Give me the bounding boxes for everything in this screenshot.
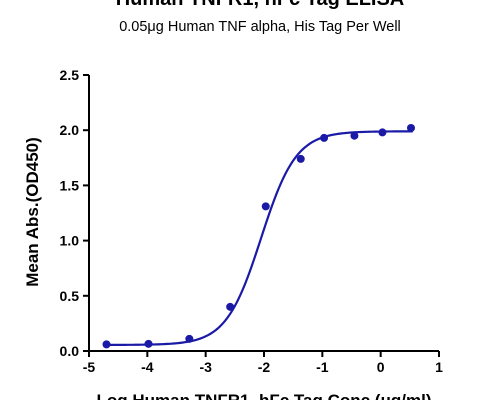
x-tick-label: 1 [435, 359, 443, 375]
y-tick-label: 2.5 [60, 67, 80, 83]
data-point [185, 334, 194, 343]
chart-subtitle: 0.05μg Human TNF alpha, His Tag Per Well [119, 19, 401, 35]
data-point [102, 340, 111, 349]
fit-curve [106, 130, 413, 346]
fit-curve-layer [106, 130, 413, 346]
data-point [261, 202, 270, 211]
data-points-layer [102, 123, 415, 349]
axes: -5 -4 -3 -2 -1 0 1 0.0 0.5 1.0 1.5 2.0 2.5 [60, 67, 444, 375]
y-axis-label: Mean Abs.(OD450) [23, 137, 42, 287]
x-tick-label: -1 [316, 359, 329, 375]
x-tick-label: 0 [377, 359, 385, 375]
data-point [296, 154, 305, 163]
y-tick-label: 1.0 [60, 233, 80, 249]
chart-title: Human TNFR1, hFc Tag ELISA [116, 0, 405, 10]
data-point [378, 128, 387, 137]
x-tick-label: -2 [258, 359, 271, 375]
y-tick-label: 2.0 [60, 122, 80, 138]
data-point [226, 302, 235, 311]
x-tick-label: -5 [83, 359, 96, 375]
data-point [407, 123, 415, 132]
data-point [350, 131, 359, 140]
x-tick-label: -4 [141, 359, 154, 375]
x-axis-label: Log Human TNFR1, hFc Tag Conc.(μg/ml) [97, 391, 432, 400]
y-tick-label: 0.0 [60, 343, 80, 359]
y-tick-label: 0.5 [60, 288, 80, 304]
data-point [144, 339, 153, 348]
data-point [320, 133, 329, 142]
x-tick-label: -3 [199, 359, 212, 375]
y-tick-label: 1.5 [60, 177, 80, 193]
